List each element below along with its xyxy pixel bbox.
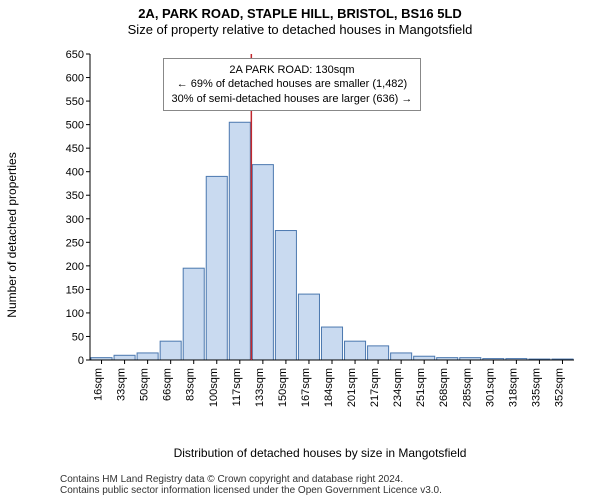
credit-line1: Contains HM Land Registry data © Crown c… <box>60 474 592 485</box>
histogram-bar <box>414 356 435 360</box>
svg-text:100sqm: 100sqm <box>208 368 220 407</box>
svg-text:50: 50 <box>72 331 84 343</box>
x-axis-label: Distribution of detached houses by size … <box>60 446 580 460</box>
histogram-bar <box>252 165 273 360</box>
chart-title-subtitle: Size of property relative to detached ho… <box>0 22 600 38</box>
chart-title-address: 2A, PARK ROAD, STAPLE HILL, BRISTOL, BS1… <box>0 6 600 22</box>
histogram-bar <box>137 353 158 360</box>
histogram-bar <box>345 341 366 360</box>
annotation-line2: ← 69% of detached houses are smaller (1,… <box>172 77 413 91</box>
svg-text:16sqm: 16sqm <box>93 368 105 401</box>
svg-text:500: 500 <box>66 120 84 132</box>
histogram-bar <box>321 327 342 360</box>
chart-title-block: 2A, PARK ROAD, STAPLE HILL, BRISTOL, BS1… <box>0 0 600 39</box>
y-axis-label: Number of detached properties <box>5 50 19 420</box>
svg-text:450: 450 <box>66 143 84 155</box>
svg-text:301sqm: 301sqm <box>484 368 496 407</box>
svg-text:50sqm: 50sqm <box>139 368 151 401</box>
svg-text:83sqm: 83sqm <box>185 368 197 401</box>
credit-block: Contains HM Land Registry data © Crown c… <box>60 474 592 496</box>
histogram-bar <box>206 176 227 360</box>
svg-text:251sqm: 251sqm <box>415 368 427 407</box>
histogram-bar <box>229 122 250 360</box>
svg-text:300: 300 <box>66 214 84 226</box>
svg-text:133sqm: 133sqm <box>254 368 266 407</box>
annotation-box: 2A PARK ROAD: 130sqm ← 69% of detached h… <box>163 58 422 111</box>
histogram-bar <box>114 355 135 360</box>
svg-text:350: 350 <box>66 190 84 202</box>
svg-text:217sqm: 217sqm <box>369 368 381 407</box>
svg-text:285sqm: 285sqm <box>461 368 473 407</box>
svg-text:117sqm: 117sqm <box>231 368 243 406</box>
svg-text:352sqm: 352sqm <box>553 368 565 407</box>
histogram-bar <box>298 294 319 360</box>
svg-text:550: 550 <box>66 96 84 108</box>
svg-text:268sqm: 268sqm <box>438 368 450 407</box>
svg-text:400: 400 <box>66 167 84 179</box>
histogram-bar <box>368 346 389 360</box>
svg-text:167sqm: 167sqm <box>300 368 312 407</box>
histogram-bar <box>275 231 296 360</box>
svg-text:650: 650 <box>66 50 84 61</box>
svg-text:150: 150 <box>66 284 84 296</box>
histogram-bar <box>391 353 412 360</box>
credit-line2: Contains public sector information licen… <box>60 485 592 496</box>
svg-text:234sqm: 234sqm <box>392 368 404 407</box>
svg-text:184sqm: 184sqm <box>323 368 335 407</box>
svg-text:201sqm: 201sqm <box>346 368 358 407</box>
svg-text:0: 0 <box>78 355 84 367</box>
svg-text:100: 100 <box>66 308 84 320</box>
annotation-line1: 2A PARK ROAD: 130sqm <box>172 63 413 77</box>
annotation-line3: 30% of semi-detached houses are larger (… <box>172 92 413 106</box>
svg-text:250: 250 <box>66 237 84 249</box>
svg-text:335sqm: 335sqm <box>530 368 542 407</box>
svg-text:150sqm: 150sqm <box>277 368 289 407</box>
svg-text:318sqm: 318sqm <box>507 368 519 407</box>
svg-text:66sqm: 66sqm <box>162 368 174 401</box>
histogram-bar <box>160 341 181 360</box>
svg-text:33sqm: 33sqm <box>116 368 128 401</box>
svg-text:600: 600 <box>66 73 84 85</box>
svg-text:200: 200 <box>66 261 84 273</box>
histogram-bar <box>183 268 204 360</box>
